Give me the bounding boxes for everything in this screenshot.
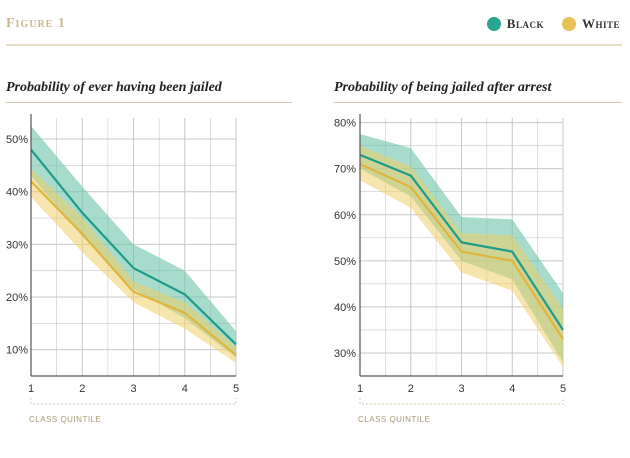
line-white — [30, 180, 237, 356]
legend-swatch-black — [486, 17, 501, 31]
x-tick-label: 1 — [28, 383, 34, 395]
line-black — [359, 153, 564, 331]
legend-label-white: White — [581, 16, 620, 31]
left-title-rule — [6, 102, 292, 103]
x-tick-label: 4 — [182, 383, 188, 395]
legend-swatch-white — [561, 17, 576, 31]
x-tick-label: 1 — [357, 383, 363, 395]
right-chart: 30% 40% 50% 60% 70% 80% 1 2 3 4 5 CLASS QUINTILE — [334, 114, 566, 424]
y-tick-label: 10% — [6, 345, 28, 357]
right-title-rule — [334, 102, 622, 103]
x-axis-bracket — [359, 398, 564, 405]
y-tick-label: 50% — [6, 134, 28, 146]
y-tick-label: 30% — [334, 348, 356, 360]
left-chart-title: Probability of ever having been jailed — [6, 80, 222, 95]
y-tick-label: 50% — [334, 256, 356, 268]
x-tick-label: 5 — [560, 383, 566, 395]
y-tick-label: 70% — [334, 164, 356, 176]
line-black — [30, 148, 237, 346]
right-chart-title: Probability of being jailed after arrest — [334, 80, 552, 95]
band-white — [360, 145, 563, 367]
x-axis-label: CLASS QUINTILE — [358, 415, 430, 424]
legend-item-white: White — [561, 16, 620, 32]
y-tick-label: 60% — [334, 210, 356, 222]
legend-item-black: Black — [486, 16, 544, 32]
x-tick-label: 2 — [408, 383, 414, 395]
legend: Black White — [486, 16, 620, 32]
y-tick-label: 20% — [6, 292, 28, 304]
y-tick-label: 30% — [6, 239, 28, 251]
legend-label-black: Black — [506, 16, 544, 31]
left-chart: 10% 20% 30% 40% 50% 1 2 3 4 5 CLASS QUINTILE — [6, 114, 239, 424]
y-tick-label: 80% — [334, 118, 356, 130]
x-tick-label: 3 — [130, 383, 136, 395]
y-tick-label: 40% — [334, 302, 356, 314]
x-axis-bracket — [30, 398, 237, 405]
x-axis-label: CLASS QUINTILE — [29, 415, 101, 424]
x-tick-label: 3 — [458, 383, 464, 395]
x-tick-label: 5 — [233, 383, 239, 395]
y-tick-label: 40% — [6, 187, 28, 199]
x-tick-label: 4 — [509, 383, 515, 395]
x-tick-label: 2 — [79, 383, 85, 395]
line-white — [359, 163, 564, 340]
figure-title: Figure 1 — [6, 16, 66, 31]
band-black — [31, 125, 236, 358]
header-rule — [6, 44, 622, 46]
